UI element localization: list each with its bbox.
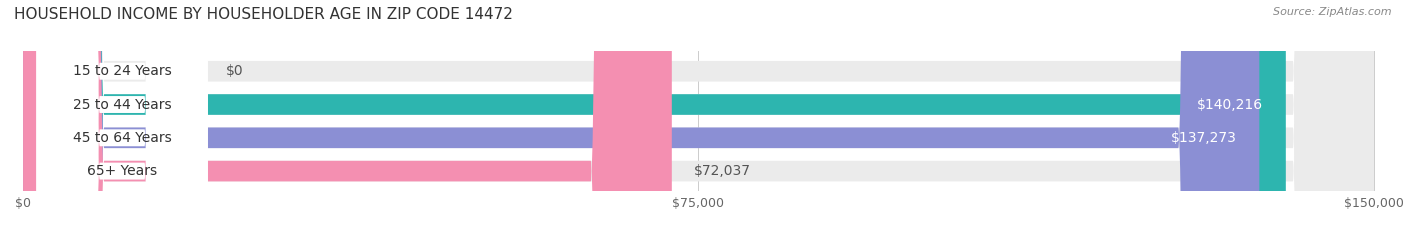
FancyBboxPatch shape: [22, 0, 1286, 233]
FancyBboxPatch shape: [37, 0, 208, 233]
Text: $72,037: $72,037: [695, 164, 751, 178]
Text: 25 to 44 Years: 25 to 44 Years: [73, 98, 172, 112]
FancyBboxPatch shape: [37, 0, 208, 233]
Text: $137,273: $137,273: [1171, 131, 1237, 145]
Text: HOUSEHOLD INCOME BY HOUSEHOLDER AGE IN ZIP CODE 14472: HOUSEHOLD INCOME BY HOUSEHOLDER AGE IN Z…: [14, 7, 513, 22]
Text: 45 to 64 Years: 45 to 64 Years: [73, 131, 172, 145]
Text: $140,216: $140,216: [1197, 98, 1264, 112]
FancyBboxPatch shape: [22, 0, 1374, 233]
FancyBboxPatch shape: [37, 0, 208, 233]
FancyBboxPatch shape: [22, 0, 672, 233]
FancyBboxPatch shape: [22, 0, 1374, 233]
FancyBboxPatch shape: [22, 0, 1374, 233]
Text: Source: ZipAtlas.com: Source: ZipAtlas.com: [1274, 7, 1392, 17]
FancyBboxPatch shape: [22, 0, 1260, 233]
FancyBboxPatch shape: [37, 0, 208, 233]
FancyBboxPatch shape: [22, 0, 1374, 233]
Text: 15 to 24 Years: 15 to 24 Years: [73, 64, 172, 78]
Text: $0: $0: [226, 64, 243, 78]
Text: 65+ Years: 65+ Years: [87, 164, 157, 178]
